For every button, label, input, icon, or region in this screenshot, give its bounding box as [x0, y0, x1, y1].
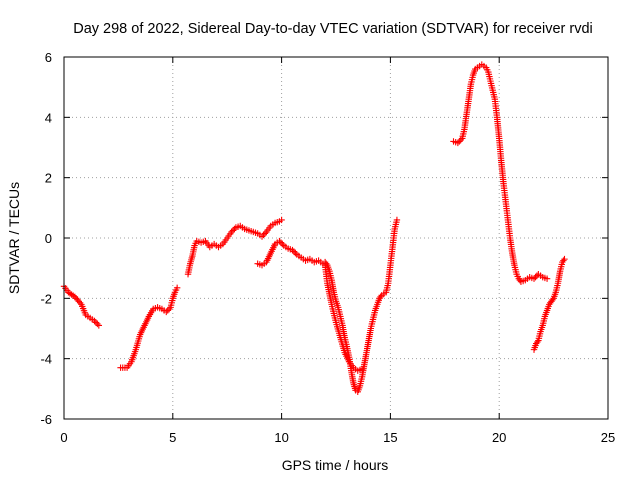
- y-tick-label: -6: [40, 412, 52, 427]
- data-point: [560, 257, 567, 264]
- x-tick-label: 5: [169, 430, 176, 445]
- data-point: [277, 239, 285, 246]
- data-point: [543, 275, 551, 282]
- data-point: [516, 277, 524, 284]
- x-axis-label: GPS time / hours: [282, 457, 389, 473]
- data-point: [260, 231, 267, 239]
- data-point: [261, 230, 269, 237]
- data-point: [323, 260, 330, 267]
- y-tick-label: -2: [40, 291, 52, 306]
- data-point: [457, 136, 464, 144]
- data-point: [561, 255, 568, 263]
- data-point: [534, 338, 541, 346]
- data-point: [454, 139, 462, 147]
- data-point: [229, 227, 237, 234]
- data-point: [358, 366, 366, 373]
- data-point: [165, 305, 173, 313]
- data-points: [60, 61, 568, 396]
- data-point: [258, 233, 266, 240]
- data-point: [377, 293, 384, 301]
- data-point: [163, 308, 170, 316]
- data-point: [76, 299, 84, 307]
- data-point: [91, 317, 98, 325]
- tick-marks: [63, 56, 609, 420]
- y-tick-label: 2: [45, 171, 52, 186]
- data-point: [231, 225, 238, 233]
- data-point: [393, 216, 401, 224]
- x-tick-label: 25: [601, 430, 615, 445]
- chart-title: Day 298 of 2022, Sidereal Day-to-day VTE…: [73, 21, 593, 37]
- data-point: [289, 246, 296, 254]
- data-point: [279, 240, 286, 248]
- data-point: [276, 237, 283, 245]
- data-point: [228, 228, 235, 236]
- y-tick-label: 6: [45, 50, 52, 65]
- data-point: [290, 248, 298, 255]
- data-point: [95, 322, 103, 329]
- data-point: [530, 275, 538, 282]
- y-tick-label: -4: [40, 352, 52, 367]
- data-point: [173, 284, 181, 291]
- x-tick-label: 0: [60, 430, 67, 445]
- data-point: [292, 249, 299, 257]
- data-point: [94, 320, 101, 328]
- data-point: [92, 319, 100, 326]
- data-point: [532, 274, 539, 281]
- tick-labels: 0 5 10 15 20 25 -6 -4 -2 0 2 4 6: [40, 50, 615, 445]
- y-tick-label: 0: [45, 231, 52, 246]
- data-point: [164, 307, 171, 314]
- y-axis-label: SDTVAR / TECUs: [6, 182, 22, 294]
- x-tick-label: 10: [274, 430, 288, 445]
- data-point: [549, 296, 556, 304]
- x-tick-label: 15: [383, 430, 397, 445]
- x-tick-label: 20: [492, 430, 506, 445]
- data-point: [278, 216, 285, 224]
- y-tick-label: 4: [45, 110, 52, 125]
- data-point: [456, 138, 463, 145]
